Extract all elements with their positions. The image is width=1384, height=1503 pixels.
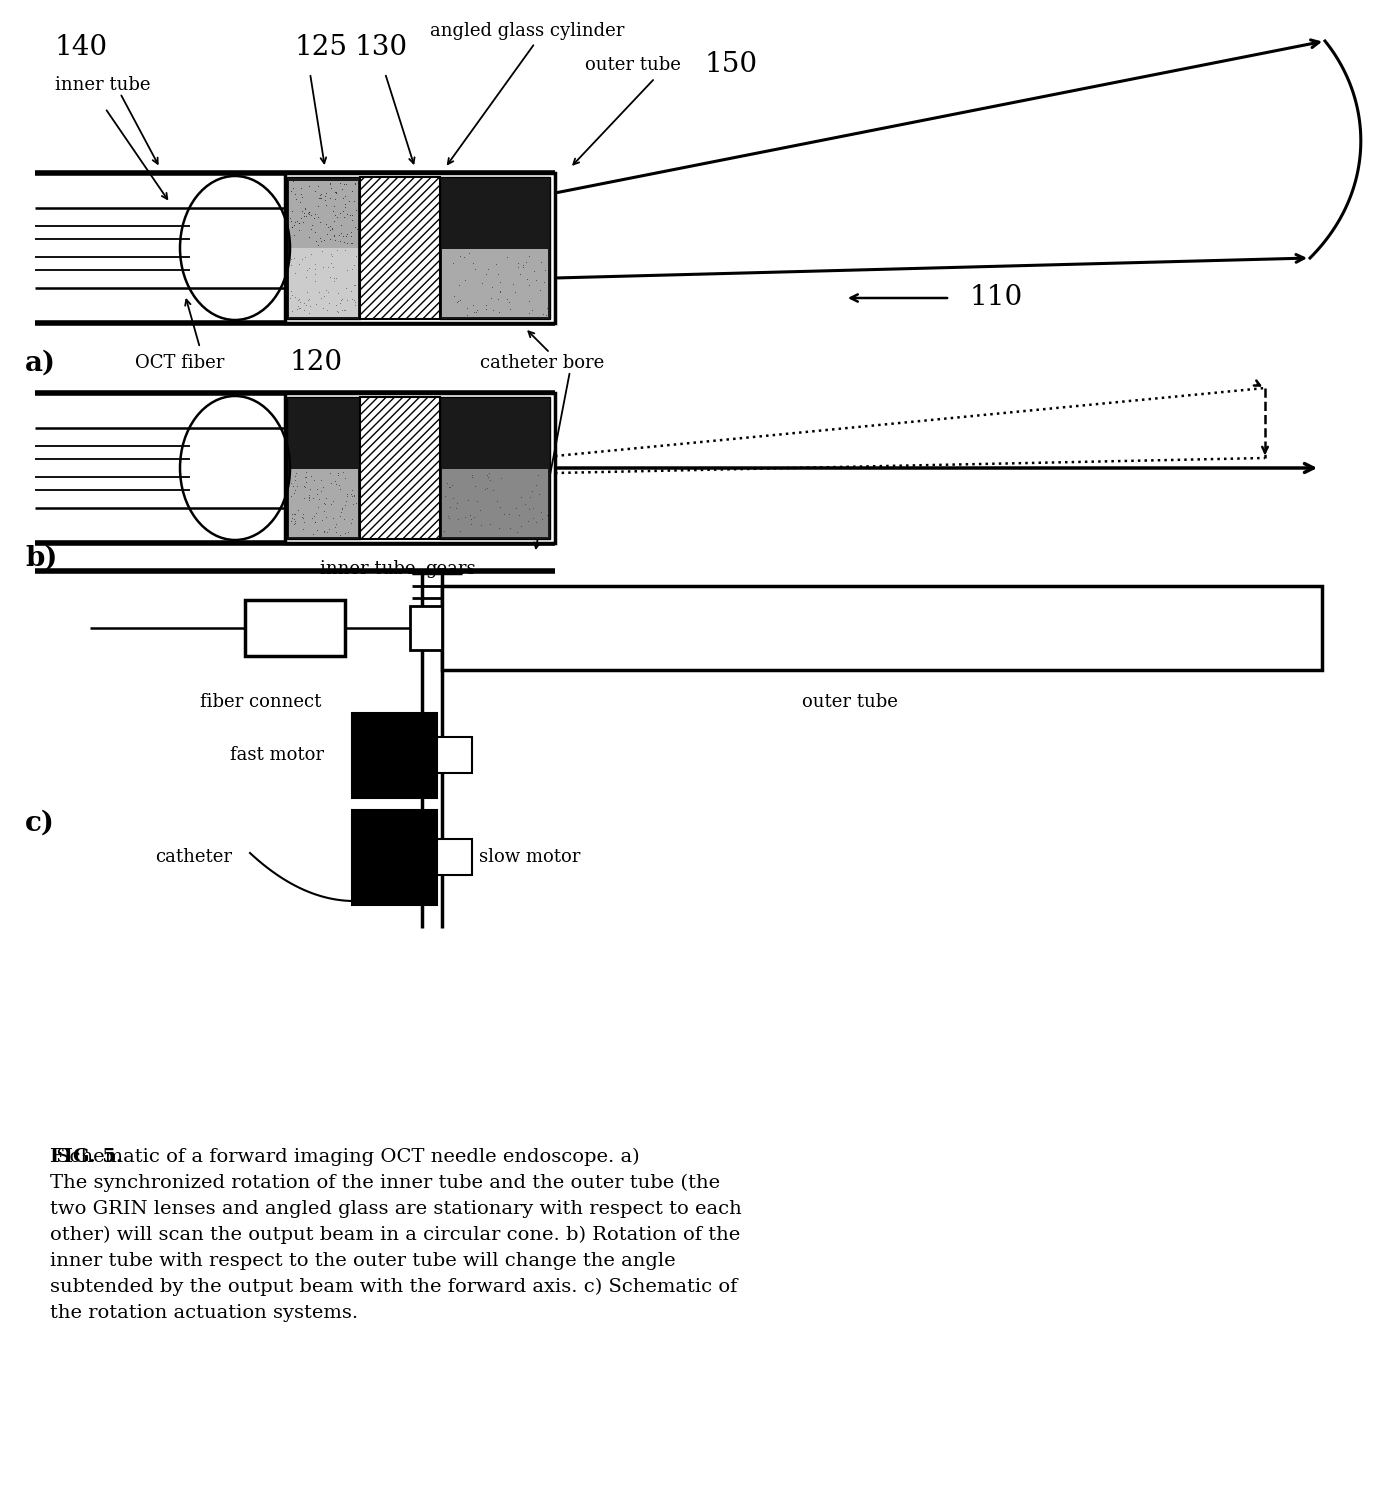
Bar xyxy=(441,586,1322,670)
Bar xyxy=(360,397,440,540)
Bar xyxy=(410,606,441,649)
Bar xyxy=(352,712,437,798)
Bar xyxy=(286,397,360,540)
Bar xyxy=(360,177,440,319)
Text: a): a) xyxy=(25,350,55,376)
Text: outer tube: outer tube xyxy=(585,56,681,74)
Text: 150: 150 xyxy=(704,51,758,78)
Bar xyxy=(245,600,345,655)
Bar xyxy=(440,397,549,540)
Text: OCT fiber: OCT fiber xyxy=(136,355,224,373)
Text: inner tube: inner tube xyxy=(320,561,415,579)
Text: fiber connect: fiber connect xyxy=(201,693,321,711)
Bar xyxy=(441,249,548,317)
Bar xyxy=(289,180,358,248)
Text: 125: 125 xyxy=(295,35,347,62)
Bar xyxy=(285,392,555,543)
Text: Schematic of a forward imaging OCT needle endoscope. a)
The synchronized rotatio: Schematic of a forward imaging OCT needl… xyxy=(50,1148,742,1321)
Text: catheter bore: catheter bore xyxy=(480,355,605,373)
Text: gears: gears xyxy=(425,561,476,579)
Text: catheter: catheter xyxy=(155,848,233,866)
Text: 130: 130 xyxy=(356,35,408,62)
Text: b): b) xyxy=(25,544,57,571)
Bar xyxy=(289,469,358,537)
Text: 140: 140 xyxy=(55,35,108,62)
Bar xyxy=(440,177,549,319)
Text: fast motor: fast motor xyxy=(230,747,324,765)
Text: angled glass cylinder: angled glass cylinder xyxy=(430,23,624,41)
Bar xyxy=(437,738,472,774)
Text: 110: 110 xyxy=(970,284,1023,311)
Bar xyxy=(441,469,548,537)
Text: slow motor: slow motor xyxy=(479,849,580,867)
Text: outer tube: outer tube xyxy=(803,693,898,711)
Bar xyxy=(285,173,555,323)
Text: c): c) xyxy=(25,810,55,837)
Bar xyxy=(437,840,472,876)
Text: FIG. 5.: FIG. 5. xyxy=(50,1148,123,1166)
Bar xyxy=(286,177,360,319)
Bar xyxy=(352,810,437,905)
Text: 120: 120 xyxy=(291,350,343,376)
Bar xyxy=(289,248,358,317)
Text: inner tube: inner tube xyxy=(55,77,151,95)
